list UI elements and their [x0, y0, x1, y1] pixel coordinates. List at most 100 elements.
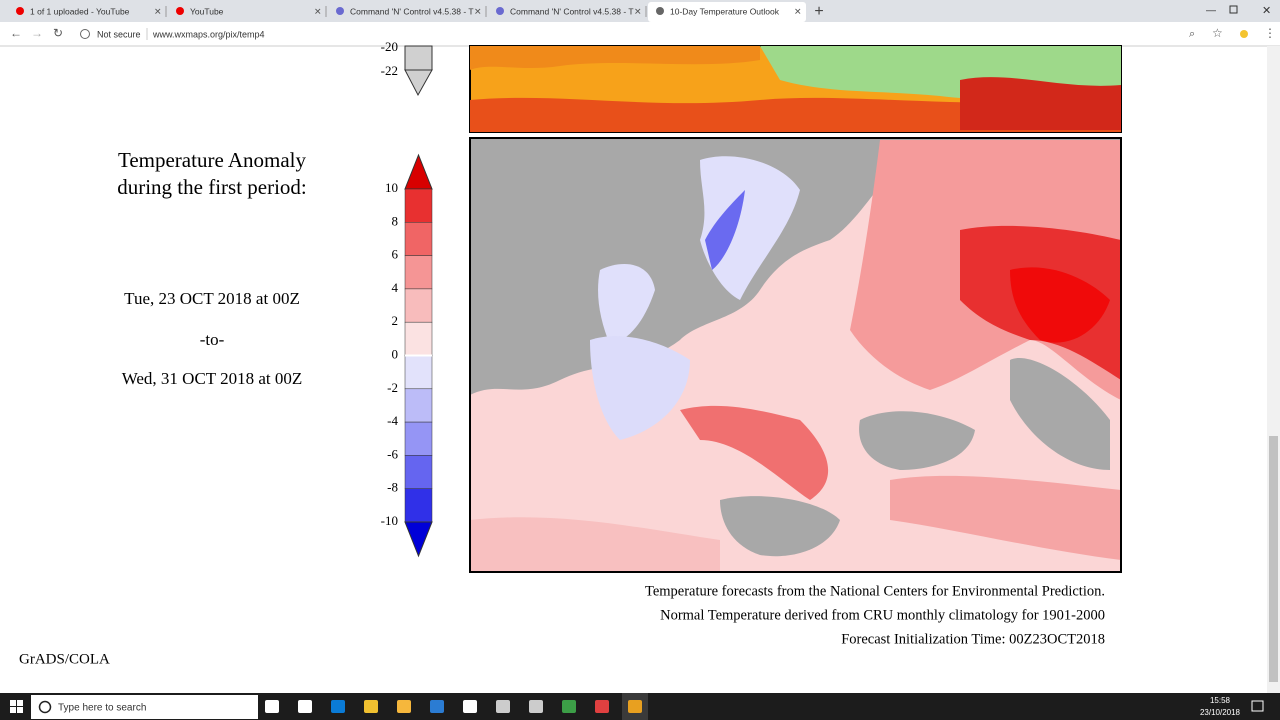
search-icon: [38, 700, 52, 714]
scale-segment: [404, 488, 433, 523]
app-icon[interactable]: [430, 700, 444, 713]
tab[interactable]: [168, 2, 326, 22]
scale-label: 6: [392, 247, 399, 262]
start[interactable]: [10, 700, 16, 706]
tab[interactable]: [488, 2, 646, 22]
tab-close[interactable]: ✕: [314, 6, 322, 16]
scale-label: -8: [387, 480, 398, 495]
top-scale-bar: [404, 45, 433, 71]
zoom[interactable]: ⌕: [1189, 28, 1195, 40]
app-icon[interactable]: [397, 700, 411, 713]
tab-title: Command 'N' Control v4.5.38 - T: [350, 6, 474, 16]
tab-icon: [176, 7, 184, 15]
new-tab[interactable]: +: [814, 3, 823, 20]
scale-segment: [404, 222, 433, 256]
scale-arrow-bottom: [404, 521, 433, 558]
tab-icon: [656, 7, 664, 15]
tab-close[interactable]: ✕: [634, 6, 642, 16]
tab-title: 10-Day Temperature Outlook: [670, 6, 780, 16]
heading: during the first period:: [117, 175, 307, 199]
back[interactable]: ←: [10, 26, 22, 40]
app-icon[interactable]: [562, 700, 576, 713]
tab[interactable]: [8, 2, 166, 22]
scale-label: 4: [392, 280, 399, 295]
scale-segment: [404, 355, 433, 390]
tab-close[interactable]: ✕: [474, 6, 482, 16]
scale-label: 0: [392, 346, 399, 361]
tab[interactable]: [648, 2, 806, 22]
tab-icon: [16, 7, 24, 15]
app-icon[interactable]: [496, 700, 510, 713]
scale-segment: [404, 321, 433, 356]
start: [10, 707, 16, 713]
anomaly-map: [469, 137, 1122, 573]
maximize[interactable]: [1229, 5, 1238, 14]
app-icon[interactable]: [628, 700, 642, 713]
credit: Forecast Initialization Time: 00Z23OCT20…: [841, 631, 1105, 647]
period-end: Wed, 31 OCT 2018 at 00Z: [122, 369, 303, 388]
extension[interactable]: [1240, 30, 1248, 38]
url[interactable]: www.wxmaps.org/pix/temp4: [152, 29, 265, 39]
app-icon[interactable]: [364, 700, 378, 713]
tab-close[interactable]: ✕: [154, 6, 162, 16]
tab[interactable]: [328, 2, 486, 22]
clock-date: 23/10/2018: [1200, 708, 1241, 717]
search-placeholder: Type here to search: [58, 703, 146, 714]
app-icon[interactable]: [463, 700, 477, 713]
scale-label: -4: [387, 413, 398, 428]
start: [17, 700, 23, 706]
app-icon[interactable]: [529, 700, 543, 713]
scale-label: -6: [387, 446, 398, 461]
top-scale-label: -22: [381, 63, 398, 78]
app-icon[interactable]: [265, 700, 279, 713]
scale-label: -2: [387, 380, 398, 395]
tab-icon: [496, 7, 504, 15]
top-scale-label: -20: [381, 39, 398, 54]
reload[interactable]: ↻: [53, 26, 63, 40]
info-icon[interactable]: [80, 29, 90, 39]
scale-segment: [404, 421, 433, 456]
period-start: Tue, 23 OCT 2018 at 00Z: [124, 289, 300, 308]
app-icon[interactable]: [595, 700, 609, 713]
tab-title: 1 of 1 uploaded - YouTube: [30, 6, 130, 16]
app-icon[interactable]: [331, 700, 345, 713]
scale-segment: [404, 188, 433, 223]
tab-icon: [336, 7, 344, 15]
period-separator: -to-: [200, 330, 225, 349]
scale-segment: [404, 288, 433, 323]
search-box[interactable]: [31, 695, 258, 719]
credit: Normal Temperature derived from CRU mont…: [660, 607, 1105, 623]
clock-time: 15:58: [1210, 696, 1231, 705]
credit: Temperature forecasts from the National …: [645, 583, 1105, 599]
scale-arrow-top: [404, 153, 433, 190]
minimize[interactable]: —: [1206, 6, 1216, 17]
forward[interactable]: →: [31, 26, 43, 40]
scale-label: 10: [385, 180, 398, 195]
close-window[interactable]: ✕: [1262, 5, 1271, 17]
color-scale: 10 8 6 4 2 0 -2 -4 -6 -8 -10: [381, 153, 433, 558]
taskbar-apps: [265, 693, 648, 720]
security-label: Not secure: [97, 29, 141, 39]
tab-title: Command 'N' Control v4.5.38 - T: [510, 6, 634, 16]
signature: GrADS/COLA: [19, 651, 110, 667]
scrollbar-thumb[interactable]: [1269, 436, 1278, 682]
scale-label: 2: [392, 313, 399, 328]
menu[interactable]: ⋮: [1264, 26, 1276, 40]
toolbar: [0, 22, 1280, 46]
top-map: [469, 45, 1122, 133]
scale-label: 8: [392, 213, 399, 228]
scale-label: -10: [381, 513, 398, 528]
start: [17, 707, 23, 713]
bookmark[interactable]: ☆: [1212, 26, 1223, 40]
tab-close[interactable]: ✕: [794, 6, 802, 16]
scale-segment: [404, 255, 433, 290]
notifications[interactable]: [1251, 700, 1264, 712]
tabs: 1 of 1 uploaded - YouTube ✕ YouTube ✕ Comman…: [8, 2, 806, 22]
scale-segment: [404, 388, 433, 423]
app-icon[interactable]: [298, 700, 312, 713]
heading: Temperature Anomaly: [118, 148, 307, 172]
top-scale-arrow: [404, 69, 433, 97]
